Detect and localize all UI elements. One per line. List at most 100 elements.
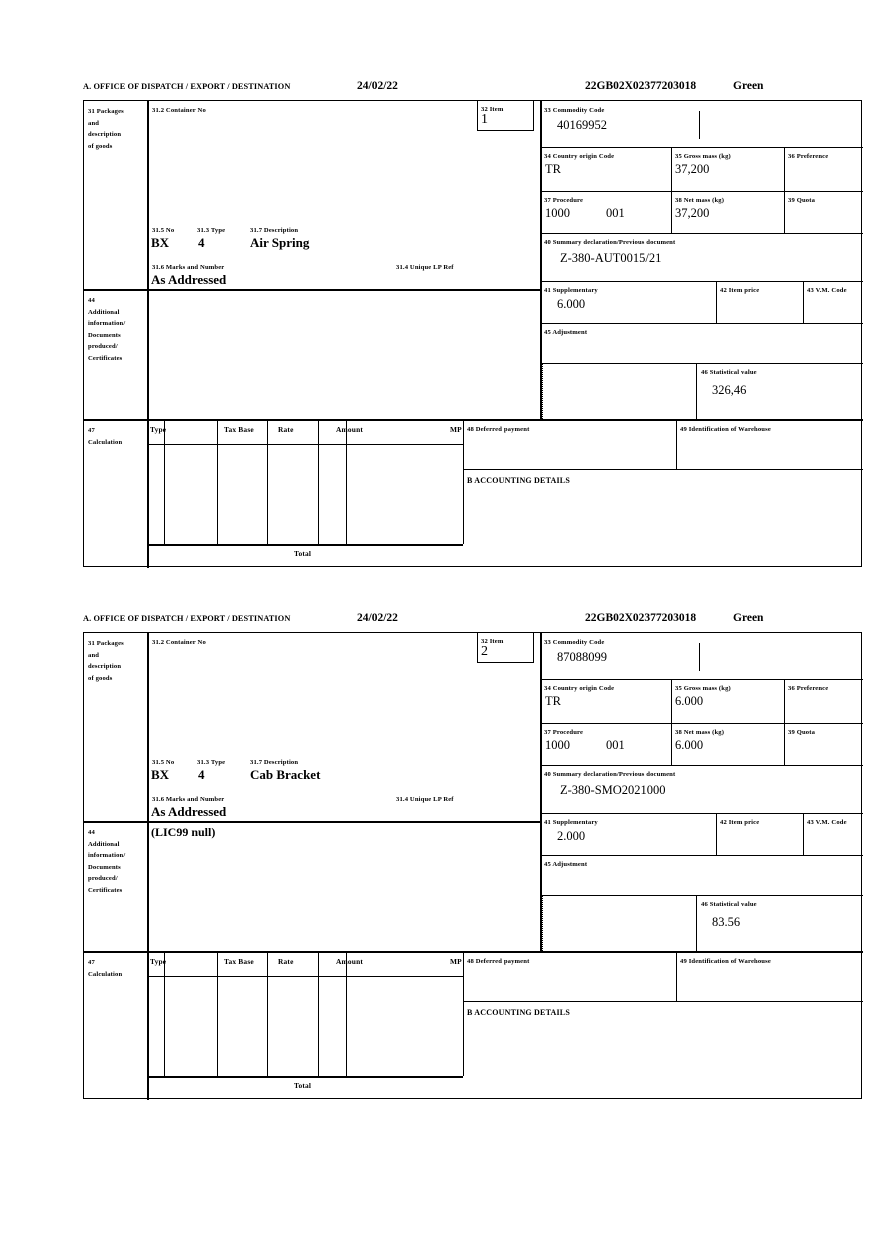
rule-48-49-split xyxy=(676,419,678,469)
rule-33-bottom xyxy=(540,147,863,149)
field-43-label: 43 V.M. Code xyxy=(807,287,847,294)
item-number-value: 1 xyxy=(481,112,488,127)
packages-no-value: BX xyxy=(151,767,170,782)
dotted-rule-45-46 xyxy=(542,895,698,896)
commodity-code-value: 87088099 xyxy=(557,650,607,664)
field-44-label: 44 Additional information/ Documents pro… xyxy=(88,829,126,894)
divider-above-calculation xyxy=(84,951,863,953)
calc-taxbase-rule xyxy=(217,951,219,1076)
country-origin-code-value: TR xyxy=(545,694,561,708)
declaration-item-block-2: A. OFFICE OF DISPATCH / EXPORT / DESTINA… xyxy=(83,612,863,1100)
calc-rate-rule xyxy=(267,419,269,544)
field-42-label: 42 Item price xyxy=(720,819,760,826)
declaration-date: 24/02/22 xyxy=(357,80,398,92)
field-31-5-label: 31.5 No xyxy=(152,759,175,766)
field-31-5-label: 31.5 No xyxy=(152,227,175,234)
field-31-2-label: 31.2 Container No xyxy=(152,639,206,646)
block-header: A. OFFICE OF DISPATCH / EXPORT / DESTINA… xyxy=(83,80,862,100)
calc-header-rule xyxy=(147,444,463,446)
field-37-label: 37 Procedure xyxy=(544,197,584,204)
declaration-date: 24/02/22 xyxy=(357,612,398,624)
field-32-label: 32 Item xyxy=(481,638,504,645)
rule-48-bottom xyxy=(463,1001,863,1003)
gross-mass-value: 6.000 xyxy=(675,694,704,708)
field-41-label: 41 Supplementary xyxy=(544,287,598,294)
calc-amount-rule xyxy=(318,419,320,544)
marks-and-number-value: As Addressed xyxy=(151,272,227,287)
commodity-code-tick xyxy=(699,643,701,671)
procedure-code-2-value: 001 xyxy=(606,206,625,220)
statistical-value-value: 83.56 xyxy=(712,915,741,929)
rule-40-bottom xyxy=(540,281,863,283)
rule-37-bottom xyxy=(540,233,863,235)
rule-41-42-split xyxy=(716,813,718,855)
dotted-rule-46-left xyxy=(542,895,543,951)
field-34-label: 34 Country origin Code xyxy=(544,153,615,160)
divider-col-right xyxy=(540,633,542,951)
divider-goods-bottom xyxy=(147,289,541,291)
field-31-7-label: 31.7 Description xyxy=(250,227,299,234)
field-31-6-label: 31.6 Marks and Number xyxy=(152,796,225,803)
calc-total-label: Total xyxy=(294,549,312,558)
field-47-label: 47 Calculation xyxy=(88,959,123,978)
field-45-label: 45 Adjustment xyxy=(544,861,588,868)
field-43-label: 43 V.M. Code xyxy=(807,819,847,826)
field-48-label: 48 Deferred payment xyxy=(467,426,530,433)
rule-46-left xyxy=(696,363,698,419)
field-34-label: 34 Country origin Code xyxy=(544,685,615,692)
calc-total-label: Total xyxy=(294,1081,312,1090)
rule-42-43-split xyxy=(803,281,805,323)
calc-col-taxbase: Tax Base xyxy=(224,957,254,966)
calc-type-rule xyxy=(164,951,166,1076)
divider-goods-bottom xyxy=(147,821,541,823)
field-49-label: 49 Identification of Warehouse xyxy=(680,958,771,965)
field-46-label: 46 Statistical value xyxy=(701,369,757,376)
field-38-label: 38 Net mass (kg) xyxy=(675,197,725,204)
rule-35-36-split xyxy=(784,679,786,765)
rule-34-bottom xyxy=(540,191,863,193)
field-31-6-label: 31.6 Marks and Number xyxy=(152,264,225,271)
calc-col-amount: Amount xyxy=(336,957,364,966)
accounting-details-label: B ACCOUNTING DETAILS xyxy=(467,476,570,485)
previous-document-value: Z-380-AUT0015/21 xyxy=(560,251,662,265)
marks-and-number-value: As Addressed xyxy=(151,804,227,819)
field-31-label: 31 Packages and description of goods xyxy=(88,108,124,150)
item-number-value: 2 xyxy=(481,644,488,659)
field-39-label: 39 Quota xyxy=(788,197,816,204)
field-36-label: 36 Preference xyxy=(788,153,829,160)
field-31-4-label: 31.4 Unique LP Ref xyxy=(396,264,454,271)
calc-right-edge xyxy=(463,419,465,544)
divider-col-left xyxy=(147,633,149,951)
procedure-code-1-value: 1000 xyxy=(545,206,570,220)
rule-33-bottom xyxy=(540,679,863,681)
accounting-details-label: B ACCOUNTING DETAILS xyxy=(467,1008,570,1017)
goods-description-value: Air Spring xyxy=(250,235,310,250)
calc-mp-rule xyxy=(346,419,348,544)
field-47-label: 47 Calculation xyxy=(88,427,123,446)
calc-col-rate: Rate xyxy=(278,425,294,434)
net-mass-value: 6.000 xyxy=(675,738,704,752)
field-35-label: 35 Gross mass (kg) xyxy=(675,685,731,692)
calc-header-rule xyxy=(147,976,463,978)
field-31-label: 31 Packages and description of goods xyxy=(88,640,124,682)
field-41-label: 41 Supplementary xyxy=(544,819,598,826)
commodity-code-tick xyxy=(699,111,701,139)
rule-34-35-split xyxy=(671,147,673,233)
field-31-7-label: 31.7 Description xyxy=(250,759,299,766)
divider-f31-f44 xyxy=(84,821,147,823)
block-header: A. OFFICE OF DISPATCH / EXPORT / DESTINA… xyxy=(83,612,862,632)
dotted-rule-45-46 xyxy=(542,363,698,364)
calc-rate-rule xyxy=(267,951,269,1076)
rule-34-bottom xyxy=(540,723,863,725)
procedure-code-1-value: 1000 xyxy=(545,738,570,752)
commodity-code-value: 40169952 xyxy=(557,118,607,132)
rule-35-36-split xyxy=(784,147,786,233)
packages-type-value: 4 xyxy=(198,767,205,782)
route-status: Green xyxy=(733,612,764,624)
field-45-label: 45 Adjustment xyxy=(544,329,588,336)
goods-description-value: Cab Bracket xyxy=(250,767,321,782)
rule-40-bottom xyxy=(540,813,863,815)
rule-45-bottom xyxy=(540,363,863,365)
office-of-dispatch-label: A. OFFICE OF DISPATCH / EXPORT / DESTINA… xyxy=(83,82,291,91)
rule-34-35-split xyxy=(671,679,673,765)
